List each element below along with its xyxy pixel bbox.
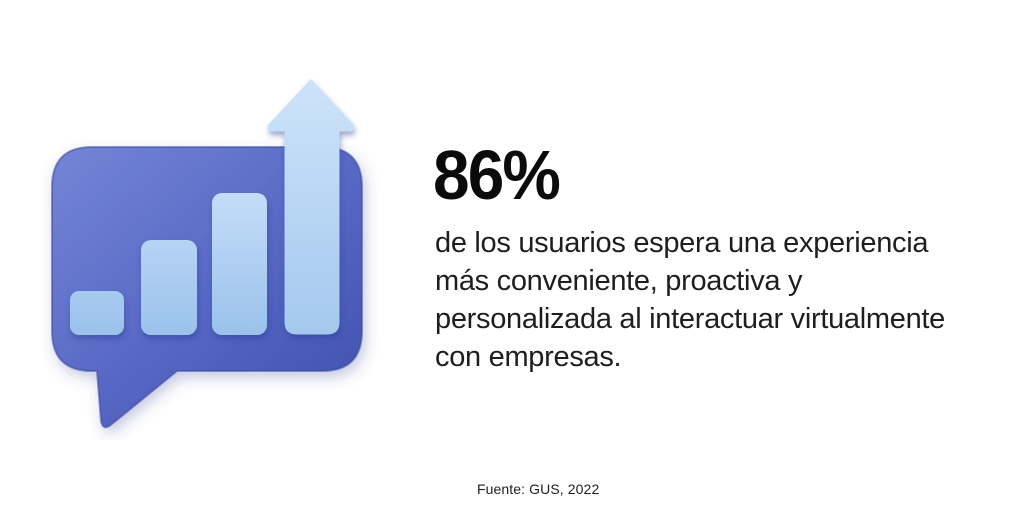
stat-value: 86% bbox=[433, 136, 561, 214]
stat-description-line: de los usuarios espera una experiencia bbox=[435, 227, 929, 259]
stat-description: de los usuarios espera una experiencia m… bbox=[435, 224, 945, 376]
source-attribution: Fuente: GUS, 2022 bbox=[477, 481, 600, 497]
bar-chart-bar-medium bbox=[141, 240, 197, 335]
stat-description-line: más conveniente, proactiva y bbox=[435, 265, 803, 297]
stat-description-line: personalizada al interactuar virtualment… bbox=[435, 303, 945, 335]
stat-illustration bbox=[51, 79, 363, 429]
bar-chart-bar-large bbox=[212, 193, 267, 335]
stat-description-line: con empresas. bbox=[435, 341, 622, 373]
growth-up-arrow-icon bbox=[267, 79, 355, 335]
bar-chart-bar-small bbox=[70, 291, 124, 335]
